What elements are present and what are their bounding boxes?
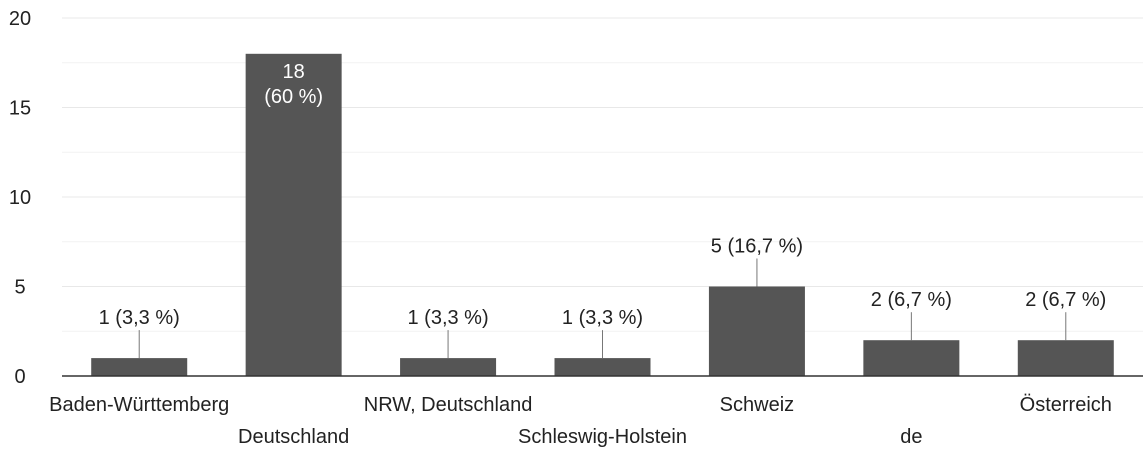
bar — [708, 286, 805, 376]
bar — [863, 340, 960, 376]
bar — [245, 53, 342, 377]
data-label: 1 (3,3 %) — [407, 307, 488, 329]
bar — [91, 358, 188, 376]
x-tick-label: Schweiz — [720, 394, 794, 416]
y-tick-label: 20 — [9, 8, 31, 30]
data-label: 5 (16,7 %) — [711, 236, 803, 258]
y-tick-label: 15 — [9, 98, 31, 120]
grid-lines — [62, 17, 1143, 332]
y-tick-label: 0 — [14, 366, 25, 388]
y-tick-label: 5 — [14, 277, 25, 299]
data-label: 1 (3,3 %) — [562, 307, 643, 329]
y-tick-label: 10 — [9, 187, 31, 209]
data-label-leaders — [138, 258, 1067, 359]
data-label: 18 (60 %) — [264, 61, 323, 108]
bar — [400, 358, 497, 376]
data-labels: 1 (3,3 %) 18 (60 %) 1 (3,3 %) 1 (3,3 %) 5 (16… — [99, 61, 1107, 329]
data-label: 1 (3,3 %) — [99, 307, 180, 329]
bar — [554, 358, 651, 376]
data-label: 2 (6,7 %) — [1025, 289, 1106, 311]
bar — [1017, 340, 1114, 376]
bars — [91, 53, 1114, 377]
x-tick-label: Österreich — [1020, 394, 1112, 416]
x-tick-label: NRW, Deutschland — [364, 394, 533, 416]
x-tick-label: de — [900, 426, 922, 448]
x-tick-label: Deutschland — [238, 426, 349, 448]
y-axis: 0 5 10 15 20 — [9, 8, 31, 388]
x-tick-label: Schleswig-Holstein — [518, 426, 687, 448]
x-axis: Baden-Württemberg Deutschland NRW, Deutsch… — [49, 375, 1143, 448]
x-tick-label: Baden-Württemberg — [49, 394, 229, 416]
data-label: 2 (6,7 %) — [871, 289, 952, 311]
